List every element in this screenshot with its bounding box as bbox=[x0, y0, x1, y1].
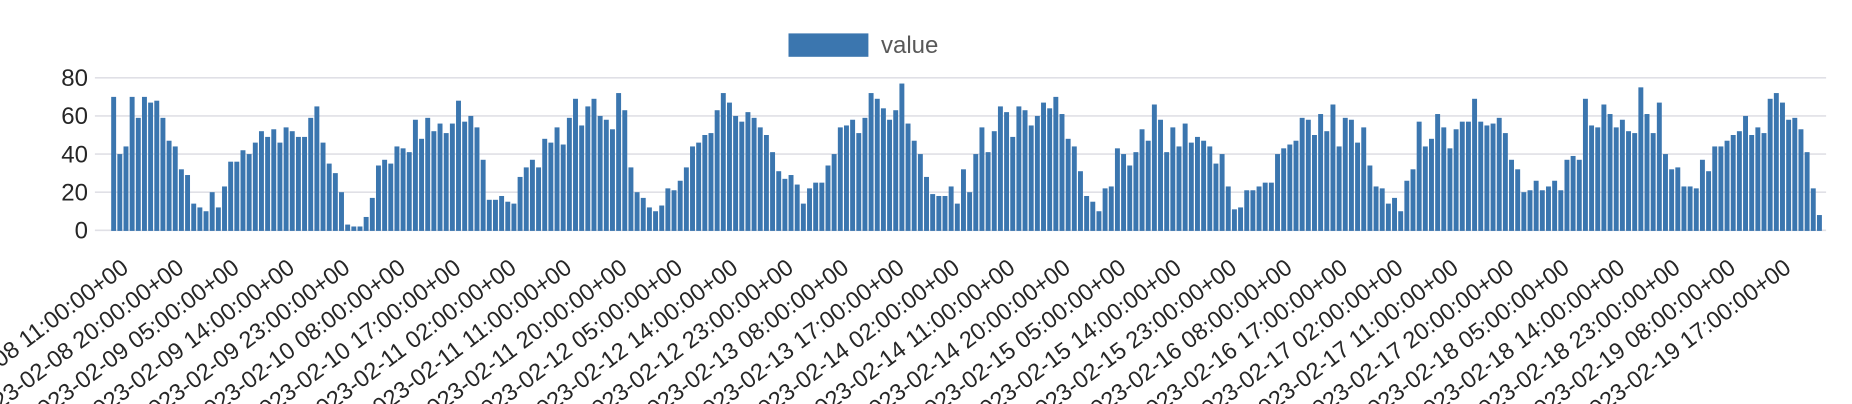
svg-text:value: value bbox=[881, 32, 938, 59]
svg-text:20: 20 bbox=[61, 179, 88, 206]
svg-text:80: 80 bbox=[61, 65, 88, 92]
svg-text:0: 0 bbox=[75, 218, 88, 245]
svg-text:60: 60 bbox=[61, 103, 88, 130]
svg-text:40: 40 bbox=[61, 141, 88, 168]
